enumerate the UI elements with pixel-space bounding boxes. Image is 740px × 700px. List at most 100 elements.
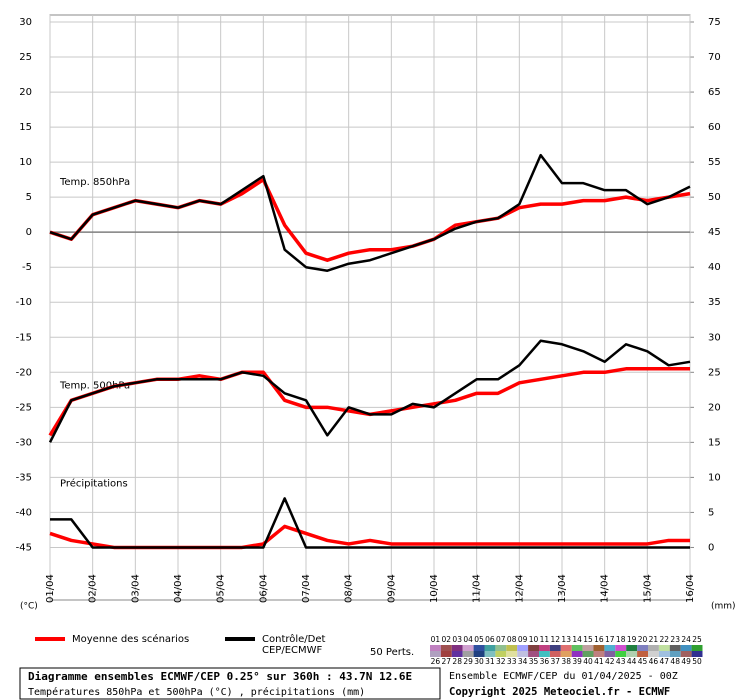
member-swatch	[473, 651, 485, 657]
y2-tick-label: 35	[708, 297, 721, 308]
member-label: 11	[540, 635, 550, 644]
y-tick-label: 25	[19, 52, 32, 63]
x-tick-label: 07/04	[301, 574, 312, 603]
y2-tick-label: 75	[708, 17, 721, 28]
y-tick-label: -15	[16, 332, 32, 343]
member-swatch	[517, 651, 529, 657]
member-label: 24	[681, 635, 691, 644]
member-swatch	[528, 651, 539, 657]
member-label: 02	[442, 635, 452, 644]
y-tick-label: 5	[26, 192, 32, 203]
info-subtitle: Températures 850hPa et 500hPa (°C) , pré…	[28, 686, 365, 698]
y2-tick-label: 25	[708, 367, 721, 378]
member-swatch	[691, 645, 703, 651]
member-swatch	[440, 645, 452, 651]
member-swatch	[604, 645, 616, 651]
member-swatch	[637, 645, 648, 651]
y-tick-label: 20	[19, 87, 32, 98]
run-info: Ensemble ECMWF/CEP du 01/04/2025 - 00Z	[449, 671, 678, 682]
member-label: 36	[540, 657, 550, 666]
y-tick-label: -25	[16, 402, 32, 413]
member-swatch	[691, 651, 703, 657]
member-swatch	[582, 645, 594, 651]
member-swatch	[648, 651, 659, 657]
x-tick-label: 16/04	[685, 574, 696, 603]
x-tick-label: 06/04	[258, 574, 269, 603]
y2-tick-label: 70	[708, 52, 721, 63]
member-swatch	[593, 645, 605, 651]
member-label: 30	[474, 657, 484, 666]
member-swatch	[637, 651, 648, 657]
member-label: 14	[572, 635, 582, 644]
member-label: 26	[431, 657, 441, 666]
control-line	[50, 497, 690, 549]
member-label: 31	[485, 657, 495, 666]
member-swatch	[528, 645, 539, 651]
x-tick-label: 11/04	[472, 574, 483, 603]
legend-label: Moyenne des scénarios	[72, 633, 189, 645]
member-swatch	[451, 645, 463, 651]
member-label: 47	[660, 657, 670, 666]
member-swatch	[560, 645, 572, 651]
y2-tick-label: 20	[708, 402, 721, 413]
member-swatch	[506, 651, 518, 657]
member-label: 16	[594, 635, 604, 644]
member-label: 46	[649, 657, 659, 666]
member-label: 45	[638, 657, 648, 666]
y2-unit: (mm)	[711, 602, 736, 612]
y2-tick-label: 30	[708, 332, 721, 343]
member-label: 38	[561, 657, 571, 666]
member-swatch	[495, 651, 507, 657]
member-label: 32	[496, 657, 506, 666]
member-swatch	[604, 651, 616, 657]
member-label: 43	[616, 657, 626, 666]
x-tick-label: 03/04	[130, 574, 141, 603]
x-tick-label: 01/04	[45, 574, 56, 603]
y2-tick-label: 60	[708, 122, 721, 133]
panel-label: Temp. 850hPa	[59, 177, 130, 188]
member-swatch	[658, 645, 670, 651]
y-tick-label: -10	[16, 297, 32, 308]
member-swatch	[626, 651, 638, 657]
member-label: 17	[605, 635, 615, 644]
member-label: 13	[561, 635, 571, 644]
member-swatch	[626, 645, 638, 651]
member-swatch	[615, 645, 627, 651]
y-tick-label: -20	[16, 367, 32, 378]
control-line	[48, 339, 691, 443]
member-swatch	[506, 645, 518, 651]
member-label: 42	[605, 657, 615, 666]
member-label: 27	[442, 657, 452, 666]
y2-tick-label: 50	[708, 192, 721, 203]
member-swatch	[440, 651, 452, 657]
y2-tick-label: 45	[708, 227, 721, 238]
y-tick-label: -40	[16, 507, 32, 518]
panel-label: Précipitations	[60, 477, 128, 489]
member-label: 44	[627, 657, 637, 666]
y-unit: (°C)	[20, 602, 38, 612]
x-tick-label: 02/04	[88, 574, 99, 603]
member-swatch	[484, 651, 496, 657]
member-swatch	[473, 645, 485, 651]
member-swatch	[571, 645, 583, 651]
member-swatch	[539, 645, 550, 651]
member-label: 49	[681, 657, 691, 666]
x-tick-label: 05/04	[216, 574, 227, 603]
y2-tick-label: 15	[708, 437, 721, 448]
info-box	[19, 667, 441, 700]
member-swatch	[571, 651, 583, 657]
control-line	[49, 153, 691, 272]
member-label: 29	[463, 657, 473, 666]
member-label: 20	[638, 635, 648, 644]
x-tick-label: 12/04	[514, 574, 525, 603]
x-tick-label: 15/04	[642, 574, 653, 603]
member-label: 48	[670, 657, 680, 666]
y-tick-label: -30	[16, 437, 32, 448]
y-tick-label: 0	[26, 227, 32, 238]
member-label: 33	[507, 657, 517, 666]
legend-label: CEP/ECMWF	[262, 645, 323, 656]
x-tick-label: 13/04	[557, 574, 568, 603]
plot-area	[49, 14, 691, 601]
legend-label: Contrôle/Det	[262, 633, 326, 645]
